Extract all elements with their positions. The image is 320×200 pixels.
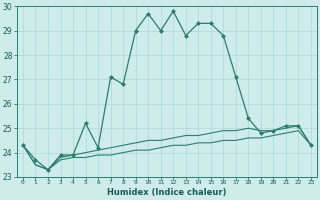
X-axis label: Humidex (Indice chaleur): Humidex (Indice chaleur) [107,188,227,197]
